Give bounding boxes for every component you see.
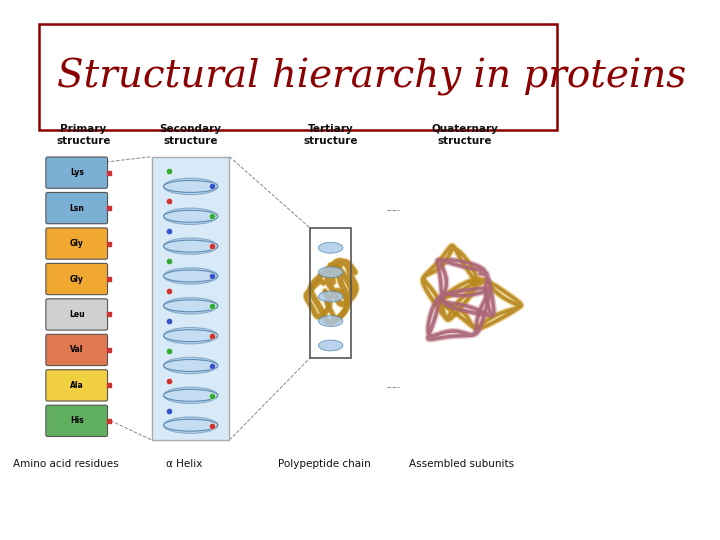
Text: His: His: [70, 416, 84, 426]
Bar: [310, 228, 351, 357]
FancyBboxPatch shape: [46, 264, 107, 295]
Ellipse shape: [163, 300, 217, 312]
Text: Val: Val: [70, 346, 84, 354]
Ellipse shape: [163, 270, 217, 282]
Ellipse shape: [163, 360, 217, 372]
Text: Lsn: Lsn: [69, 204, 84, 213]
Text: Structural hierarchy in proteins: Structural hierarchy in proteins: [57, 58, 686, 96]
Text: Tertiary
structure: Tertiary structure: [303, 124, 358, 146]
Text: Quaternary
structure: Quaternary structure: [431, 124, 498, 146]
Bar: [39, 24, 557, 130]
Text: Gly: Gly: [70, 239, 84, 248]
Ellipse shape: [163, 327, 217, 344]
Ellipse shape: [163, 417, 217, 434]
FancyBboxPatch shape: [46, 405, 107, 436]
Ellipse shape: [163, 208, 217, 225]
Ellipse shape: [163, 268, 217, 284]
Text: α Helix: α Helix: [166, 459, 203, 469]
Ellipse shape: [163, 389, 217, 401]
Text: Polypeptide chain: Polypeptide chain: [279, 459, 371, 469]
Ellipse shape: [163, 180, 217, 192]
FancyBboxPatch shape: [46, 192, 107, 224]
Ellipse shape: [163, 330, 217, 342]
Ellipse shape: [163, 178, 217, 194]
Text: Gly: Gly: [70, 274, 84, 284]
Bar: [152, 157, 230, 440]
Ellipse shape: [318, 340, 343, 351]
Ellipse shape: [318, 242, 343, 253]
FancyBboxPatch shape: [46, 299, 107, 330]
Ellipse shape: [163, 298, 217, 314]
Text: Primary
structure: Primary structure: [56, 124, 111, 146]
Ellipse shape: [163, 210, 217, 222]
Ellipse shape: [163, 387, 217, 403]
Ellipse shape: [318, 291, 343, 302]
Ellipse shape: [163, 419, 217, 431]
Text: Amino acid residues: Amino acid residues: [13, 459, 118, 469]
FancyBboxPatch shape: [46, 157, 107, 188]
Text: Ala: Ala: [70, 381, 84, 390]
Ellipse shape: [163, 357, 217, 374]
FancyBboxPatch shape: [46, 228, 107, 259]
Text: Assembled subunits: Assembled subunits: [409, 459, 514, 469]
Ellipse shape: [318, 316, 343, 327]
Ellipse shape: [163, 238, 217, 254]
Text: Leu: Leu: [69, 310, 84, 319]
Ellipse shape: [318, 267, 343, 278]
Text: Lys: Lys: [70, 168, 84, 177]
FancyBboxPatch shape: [46, 334, 107, 366]
Ellipse shape: [163, 240, 217, 252]
Text: Secondary
structure: Secondary structure: [160, 124, 222, 146]
FancyBboxPatch shape: [46, 370, 107, 401]
